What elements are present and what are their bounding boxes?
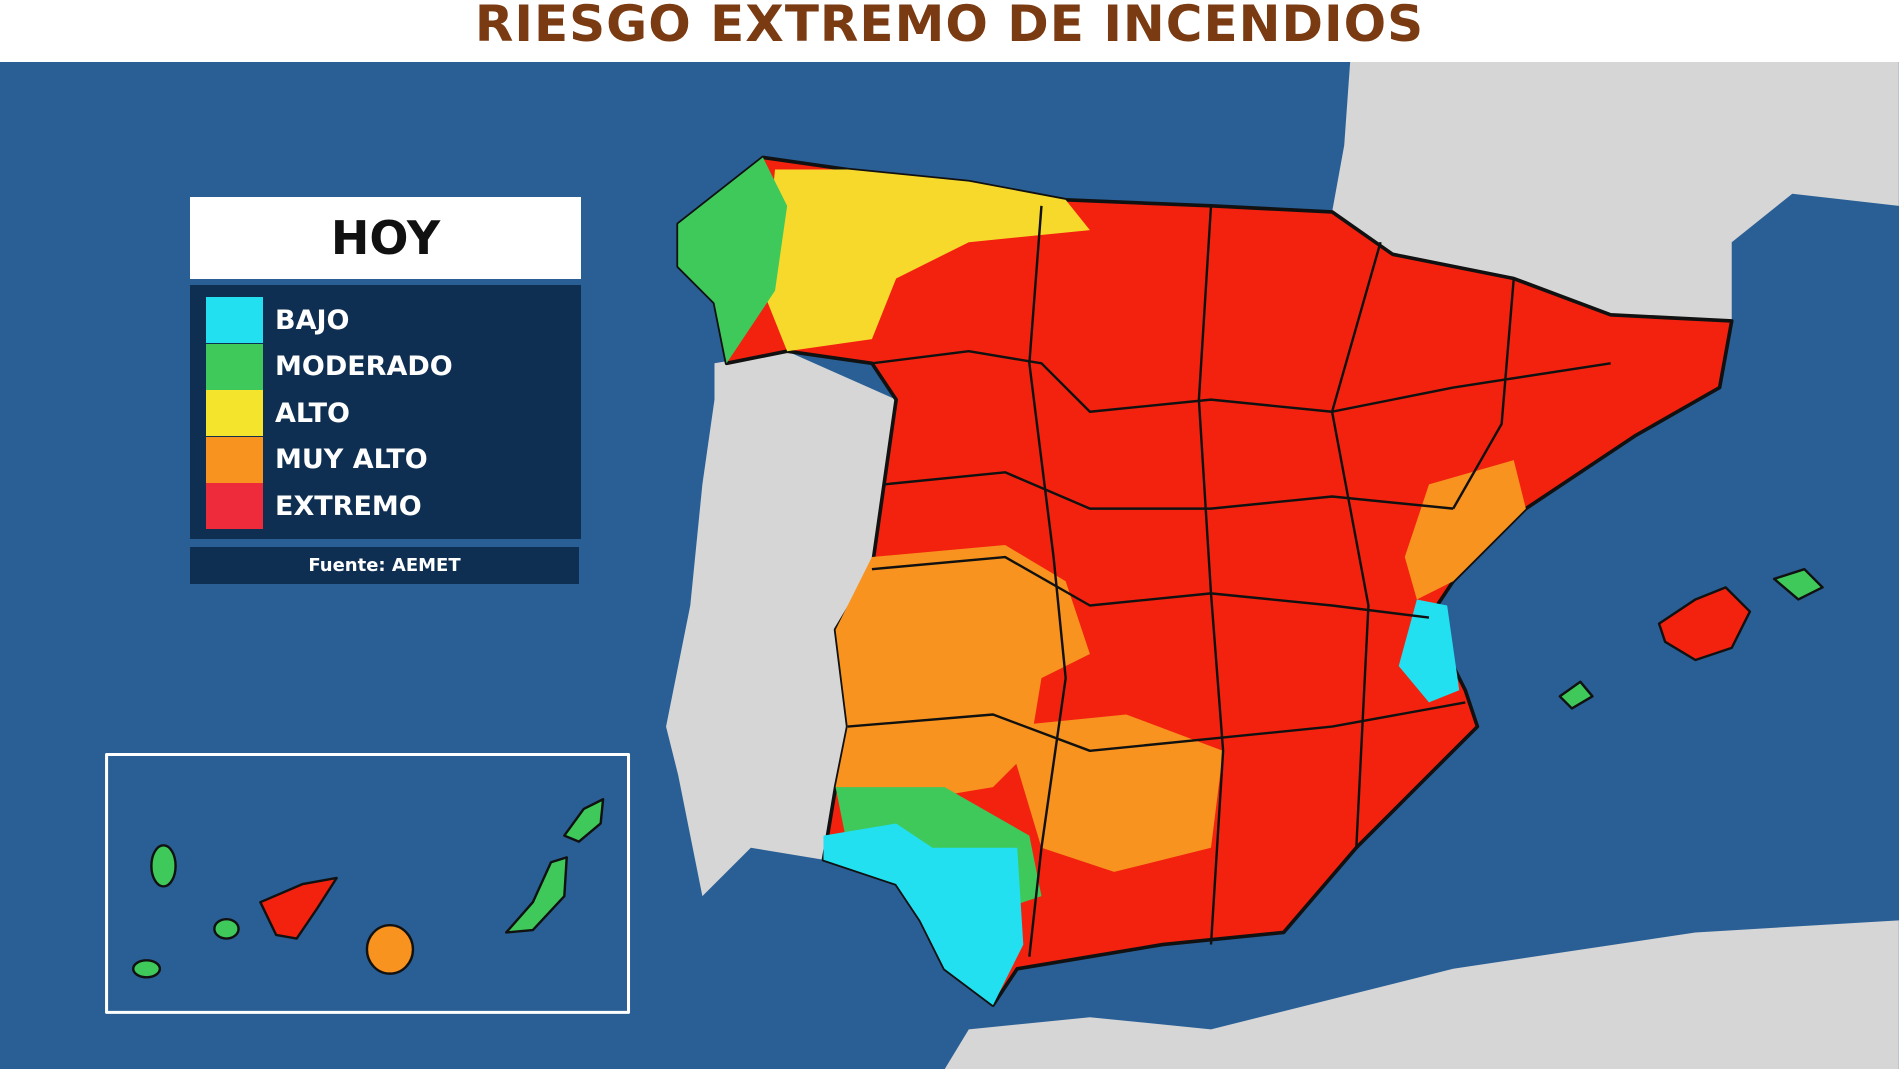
risk-area-mid — [1005, 714, 1224, 872]
source: Fuente: AEMET — [190, 547, 579, 584]
canary-islands — [131, 798, 605, 979]
legend-item: BAJO — [206, 297, 349, 343]
france — [1332, 60, 1899, 321]
legend-swatch — [206, 483, 263, 529]
balearic-islands — [1558, 567, 1824, 710]
risk-area-east-orange — [1404, 460, 1526, 600]
legend-item: ALTO — [206, 390, 350, 436]
legend: BAJO MODERADO ALTO MUY ALTO EXTREMO — [190, 285, 581, 539]
risk-area-east — [1398, 599, 1460, 703]
legend-label: MODERADO — [275, 351, 453, 382]
province-borders — [847, 205, 1611, 957]
legend-item: MUY ALTO — [206, 436, 428, 483]
legend-swatch — [206, 343, 263, 390]
legend-swatch — [206, 297, 263, 343]
portugal — [666, 351, 897, 897]
legend-item: MODERADO — [206, 343, 453, 390]
legend-title: HOY — [190, 197, 581, 279]
risk-area-galicia — [678, 157, 788, 364]
canary-inset — [105, 752, 631, 1014]
legend-swatch — [206, 436, 263, 483]
legend-label: EXTREMO — [275, 490, 422, 522]
legend-label: BAJO — [275, 304, 350, 336]
legend-label: MUY ALTO — [275, 444, 428, 475]
legend-swatch — [206, 390, 263, 436]
legend-label: ALTO — [275, 397, 351, 429]
risk-area-sw — [823, 823, 1024, 1006]
legend-item: EXTREMO — [206, 483, 422, 529]
africa — [944, 920, 1899, 1069]
title: RIESGO EXTREMO DE INCENDIOS — [0, 0, 1899, 62]
risk-area-north — [762, 169, 1090, 352]
